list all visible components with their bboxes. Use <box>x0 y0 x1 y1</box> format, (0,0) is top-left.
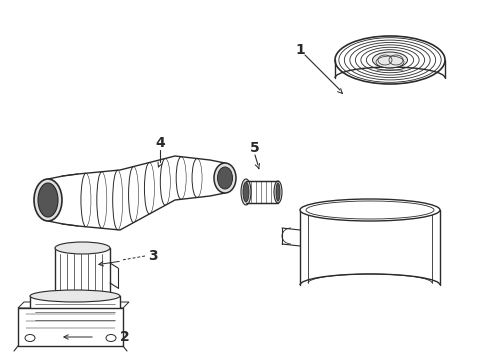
Ellipse shape <box>300 199 440 221</box>
Ellipse shape <box>38 183 58 217</box>
Text: 3: 3 <box>148 249 158 263</box>
Text: 4: 4 <box>155 136 165 150</box>
Text: 5: 5 <box>250 141 260 155</box>
Text: 1: 1 <box>295 43 305 57</box>
Ellipse shape <box>274 181 282 203</box>
Polygon shape <box>18 302 129 308</box>
Bar <box>30 296 120 336</box>
Polygon shape <box>48 156 225 230</box>
Bar <box>18 308 123 346</box>
Ellipse shape <box>30 290 120 302</box>
Text: 2: 2 <box>120 330 130 344</box>
Ellipse shape <box>34 179 62 221</box>
Ellipse shape <box>335 36 445 84</box>
Ellipse shape <box>276 183 280 201</box>
Ellipse shape <box>243 182 249 202</box>
Ellipse shape <box>241 179 251 205</box>
Bar <box>55 248 110 296</box>
Ellipse shape <box>372 52 408 68</box>
Ellipse shape <box>55 242 110 254</box>
Ellipse shape <box>218 167 232 189</box>
Bar <box>246 181 278 203</box>
Ellipse shape <box>214 163 236 193</box>
